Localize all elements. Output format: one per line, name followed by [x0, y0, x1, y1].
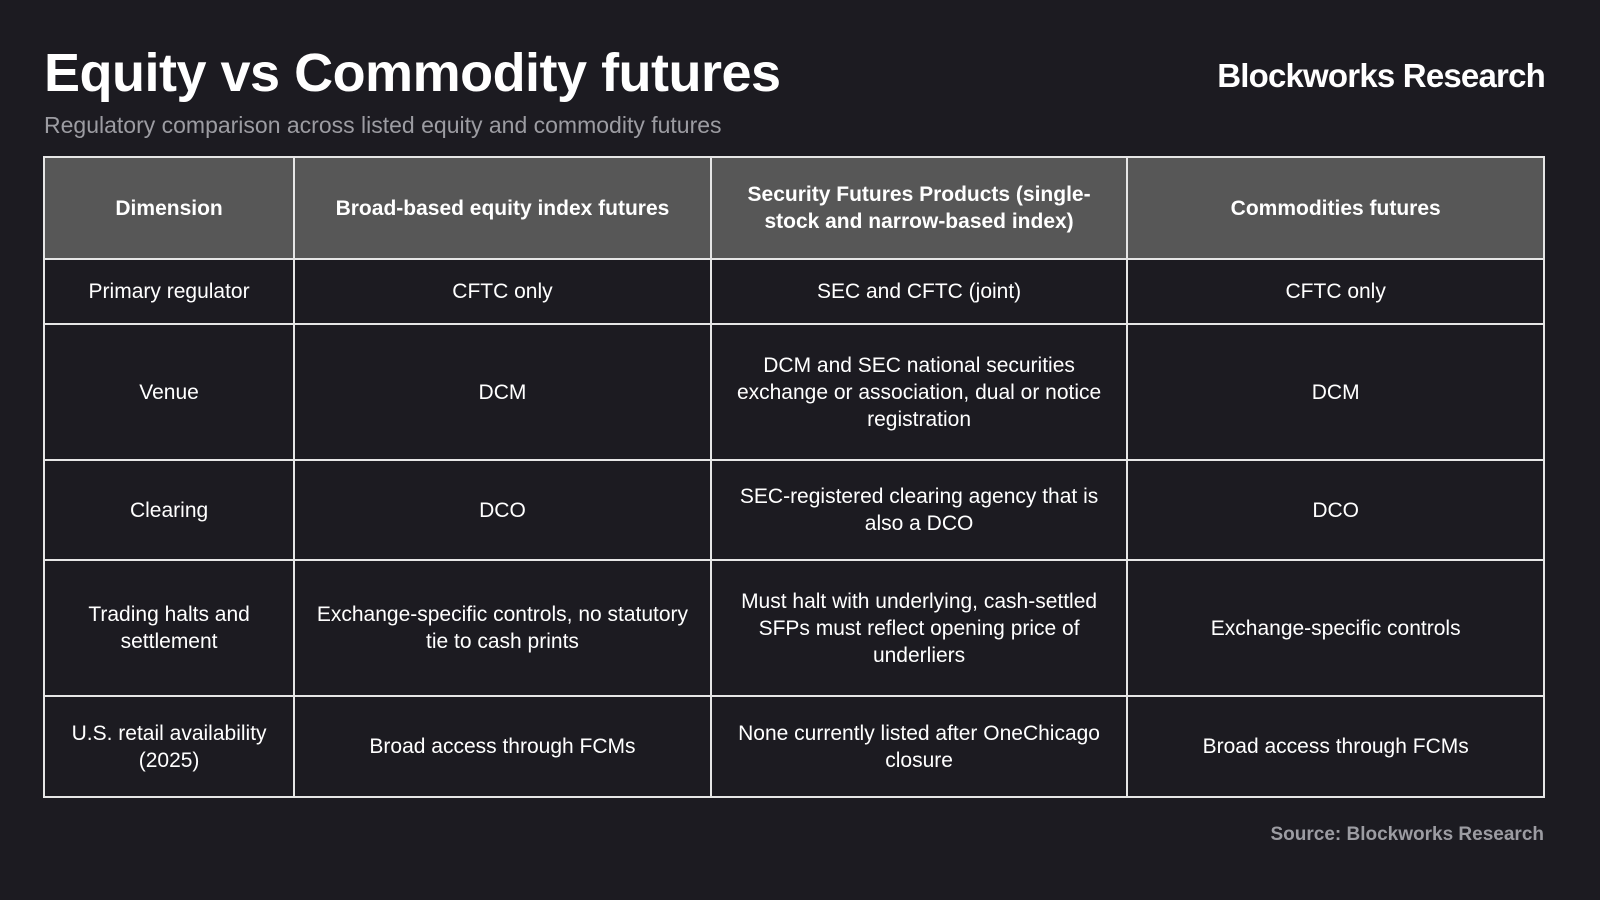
column-header-dimension: Dimension	[42, 156, 296, 260]
table-row: Venue DCM DCM and SEC national securitie…	[42, 323, 1545, 461]
table-cell: DCM and SEC national securities exchange…	[709, 323, 1129, 461]
brand-logo-text: Blockworks Research	[1217, 57, 1546, 94]
table-cell: Must halt with underlying, cash-settled …	[709, 559, 1129, 697]
row-label: Clearing	[42, 459, 296, 561]
row-label: Primary regulator	[42, 258, 296, 325]
column-header-security-futures-products: Security Futures Products (single-stock …	[709, 156, 1129, 260]
table-cell: DCM	[293, 323, 712, 461]
table-cell: Broad access through FCMs	[1126, 695, 1545, 798]
table-row: Primary regulator CFTC only SEC and CFTC…	[42, 258, 1545, 325]
table-header-row: Dimension Broad-based equity index futur…	[42, 156, 1545, 260]
page-subtitle: Regulatory comparison across listed equi…	[44, 112, 722, 138]
table-cell: None currently listed after OneChicago c…	[709, 695, 1129, 798]
table-cell: CFTC only	[1126, 258, 1545, 325]
table-row: Trading halts and settlement Exchange-sp…	[42, 559, 1545, 697]
column-header-equity-index-futures: Broad-based equity index futures	[293, 156, 712, 260]
row-label: U.S. retail availability (2025)	[42, 695, 296, 798]
source-credit: Source: Blockworks Research	[1270, 824, 1544, 845]
table-row: U.S. retail availability (2025) Broad ac…	[42, 695, 1545, 798]
row-label: Trading halts and settlement	[42, 559, 296, 697]
table-cell: SEC-registered clearing agency that is a…	[709, 459, 1129, 561]
table-cell: DCO	[1126, 459, 1545, 561]
table-row: Clearing DCO SEC-registered clearing age…	[42, 459, 1545, 561]
column-header-commodities-futures: Commodities futures	[1126, 156, 1545, 260]
table-cell: Broad access through FCMs	[293, 695, 712, 798]
page-title: Equity vs Commodity futures	[44, 43, 781, 103]
table-cell: DCM	[1126, 323, 1545, 461]
table-cell: DCO	[293, 459, 712, 561]
comparison-table: Dimension Broad-based equity index futur…	[42, 156, 1545, 798]
row-label: Venue	[42, 323, 296, 461]
table-cell: CFTC only	[293, 258, 712, 325]
table-cell: Exchange-specific controls, no statutory…	[293, 559, 712, 697]
table-cell: Exchange-specific controls	[1126, 559, 1545, 697]
table-cell: SEC and CFTC (joint)	[709, 258, 1129, 325]
